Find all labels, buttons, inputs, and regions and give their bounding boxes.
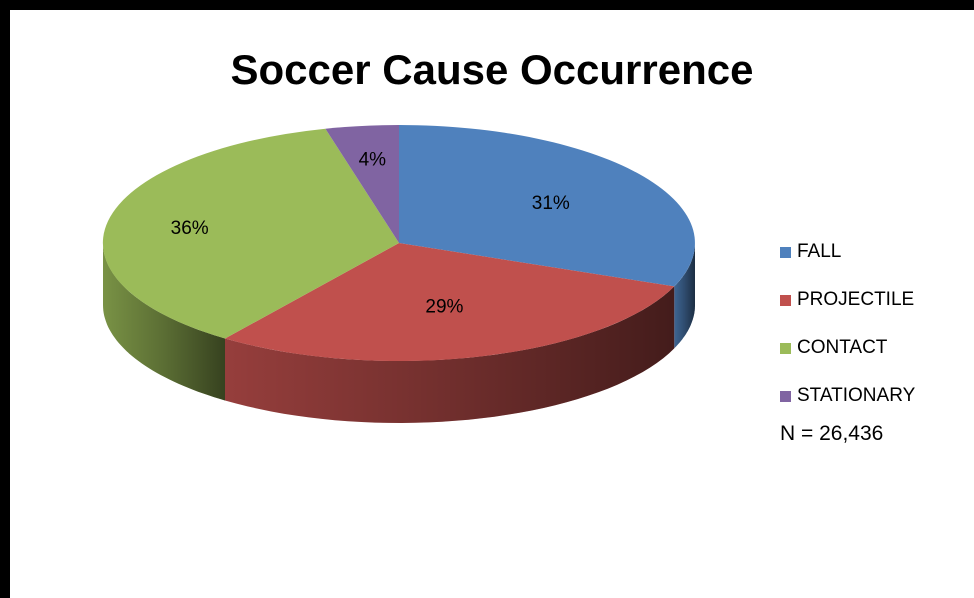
legend-label-projectile: PROJECTILE [797,289,915,310]
pie-chart: 31% 29% 36% 4% [102,125,695,423]
chart-title: Soccer Cause Occurrence [230,46,754,93]
pie-slice-stationary [325,125,399,243]
pie-slice-projectile [225,243,675,362]
sample-size-note: N = 26,436 [780,422,884,445]
legend-item-contact: CONTACT [780,324,915,372]
chart-legend: FALL PROJECTILE CONTACT STATIONARY N = 2… [780,228,915,446]
legend-label-stationary: STATIONARY [797,385,916,406]
legend-label-contact: CONTACT [797,337,888,358]
data-label-stationary: 4% [359,150,387,171]
pie-side-shade-contact [103,243,225,401]
data-label-contact: 36% [171,218,209,239]
legend-item-fall: FALL [780,228,915,276]
data-label-fall: 31% [532,193,570,214]
legend-label-fall: FALL [797,241,842,262]
data-label-projectile: 29% [425,296,463,317]
pie-slice-fall [399,125,695,287]
pie-slice-contact [102,128,399,339]
legend-item-projectile: PROJECTILE [780,276,915,324]
pie-side-shade-fall [674,243,695,349]
pie-side-shade-projectile [225,286,675,423]
chart-frame: Soccer Cause Occurrence 31% 29% 36% 4% FALL… [10,10,974,598]
legend-swatch-contact [780,342,791,354]
legend-swatch-stationary [780,390,791,402]
legend-swatch-fall [780,246,791,258]
legend-item-stationary: STATIONARY [780,372,915,420]
legend-swatch-projectile [780,294,791,306]
